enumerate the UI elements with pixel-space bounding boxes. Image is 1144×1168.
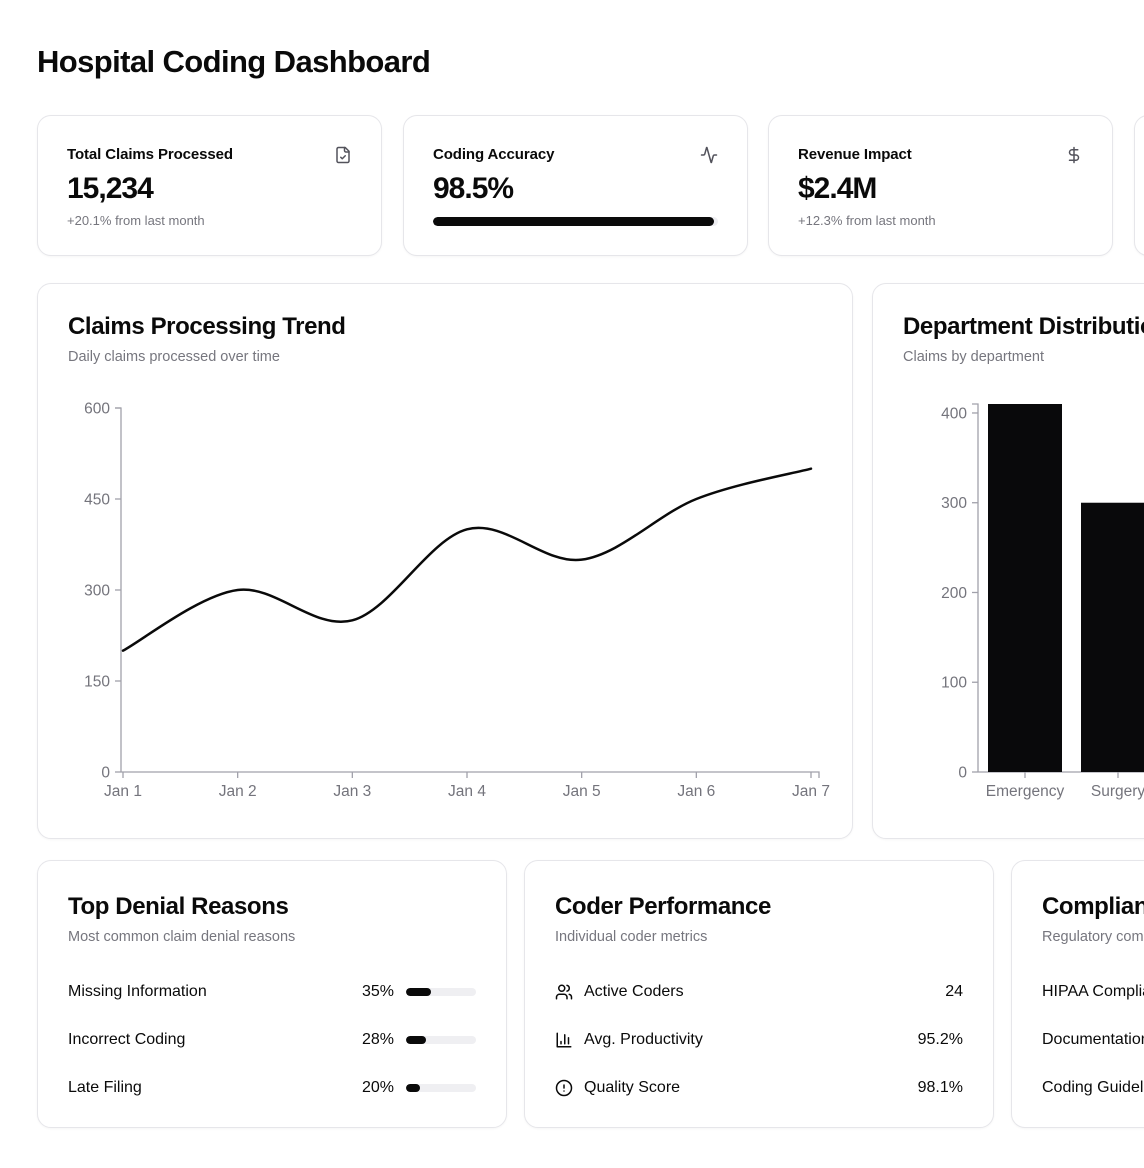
denial-row: Missing Information 35% (68, 982, 476, 1002)
coder-metric-label: Active Coders (584, 983, 684, 1001)
coder-row: Quality Score 98.1% (555, 1078, 963, 1098)
denial-progress-track (406, 1084, 476, 1093)
svg-text:300: 300 (941, 495, 967, 512)
svg-text:150: 150 (84, 674, 110, 691)
users-icon (555, 983, 573, 1001)
svg-text:Jan 7: Jan 7 (792, 783, 830, 800)
stat-label: Total Claims Processed (67, 146, 233, 163)
denial-progress-fill (406, 1084, 420, 1093)
file-check-icon (334, 146, 352, 164)
svg-text:Emergency: Emergency (986, 783, 1065, 800)
chart-subtitle: Daily claims processed over time (68, 349, 280, 366)
svg-text:600: 600 (84, 401, 110, 418)
compliance-row: HIPAA Compliance (1042, 982, 1144, 1002)
denial-progress-track (406, 988, 476, 997)
stat-label: Coding Accuracy (433, 146, 555, 163)
coder-rows: Active Coders 24 Avg. Productivity 95.2%… (555, 982, 963, 1098)
svg-text:Jan 4: Jan 4 (448, 783, 486, 800)
svg-text:Surgery: Surgery (1091, 783, 1144, 800)
stat-card-total-claims: Total Claims Processed 15,234 +20.1% fro… (37, 115, 382, 256)
stat-card-header: Total Claims Processed (67, 146, 352, 164)
claims-trend-card: Claims Processing Trend Daily claims pro… (37, 283, 853, 839)
alert-circle-icon (555, 1079, 573, 1097)
stat-value: 15,234 (67, 172, 154, 205)
stat-subtext: +20.1% from last month (67, 213, 205, 228)
stat-label: Revenue Impact (798, 146, 912, 163)
svg-text:0: 0 (101, 765, 110, 782)
denial-row: Late Filing 20% (68, 1078, 476, 1098)
accuracy-progress-track (433, 217, 718, 226)
coder-metric-value: 98.1% (917, 1079, 963, 1097)
accuracy-progress-fill (433, 217, 714, 226)
compliance-label: HIPAA Compliance (1042, 983, 1144, 1001)
chart-subtitle: Claims by department (903, 349, 1045, 366)
stat-card-coding-accuracy: Coding Accuracy 98.5% (403, 115, 748, 256)
compliance-rows: HIPAA Compliance Documentation Coding Gu… (1042, 982, 1144, 1098)
page-title: Hospital Coding Dashboard (37, 44, 431, 79)
panel-title: Compliance Status (1042, 893, 1144, 920)
dollar-icon (1065, 146, 1083, 164)
stat-value: 98.5% (433, 172, 514, 205)
denial-label: Incorrect Coding (68, 1031, 186, 1049)
claims-trend-line-chart: 0 150 300 450 600 Jan 1 Jan 2 Jan 3 Jan 4 Jan 5 Ja… (84, 401, 830, 801)
svg-text:Jan 5: Jan 5 (563, 783, 601, 800)
svg-text:200: 200 (941, 585, 967, 602)
svg-text:Jan 1: Jan 1 (104, 783, 142, 800)
denial-label: Late Filing (68, 1079, 142, 1097)
svg-text:0: 0 (958, 765, 967, 782)
chart-title: Department Distribution (903, 313, 1144, 340)
department-bar-chart: 0 100 200 300 400 Emergency Surgery (941, 403, 1144, 800)
stat-card-header: Revenue Impact (798, 146, 1083, 164)
denial-progress-fill (406, 988, 431, 997)
panel-subtitle: Regulatory compliance status (1042, 929, 1144, 946)
svg-text:Jan 6: Jan 6 (677, 783, 715, 800)
coder-row: Avg. Productivity 95.2% (555, 1030, 963, 1050)
coder-metric-label: Quality Score (584, 1079, 681, 1097)
denial-percent: 20% (361, 1079, 394, 1097)
compliance-label: Coding Guidelines (1042, 1079, 1144, 1097)
coder-metric-label: Avg. Productivity (584, 1031, 703, 1049)
coder-performance-card: Coder Performance Individual coder metri… (524, 860, 994, 1128)
denial-row: Incorrect Coding 28% (68, 1030, 476, 1050)
svg-text:450: 450 (84, 492, 110, 509)
stat-card-clipped (1134, 115, 1144, 256)
panel-title: Top Denial Reasons (68, 893, 289, 920)
panel-title: Coder Performance (555, 893, 771, 920)
department-distribution-card: Department Distribution Claims by depart… (872, 283, 1144, 839)
coder-metric-value: 24 (945, 983, 963, 1001)
svg-text:300: 300 (84, 583, 110, 600)
compliance-card: Compliance Status Regulatory compliance … (1011, 860, 1144, 1128)
compliance-label: Documentation (1042, 1031, 1144, 1049)
stat-card-revenue-impact: Revenue Impact $2.4M +12.3% from last mo… (768, 115, 1113, 256)
top-denial-reasons-card: Top Denial Reasons Most common claim den… (37, 860, 507, 1128)
denial-label: Missing Information (68, 983, 207, 1001)
coder-row: Active Coders 24 (555, 982, 963, 1002)
coder-metric-value: 95.2% (917, 1031, 963, 1049)
stat-value: $2.4M (798, 172, 877, 205)
compliance-row: Documentation (1042, 1030, 1144, 1050)
svg-text:400: 400 (941, 405, 967, 422)
chart-title: Claims Processing Trend (68, 313, 346, 340)
panel-subtitle: Most common claim denial reasons (68, 929, 296, 946)
stat-subtext: +12.3% from last month (798, 213, 936, 228)
svg-text:100: 100 (941, 675, 967, 692)
svg-text:Jan 3: Jan 3 (333, 783, 371, 800)
denial-percent: 35% (361, 983, 394, 1001)
denial-rows: Missing Information 35% Incorrect Coding… (68, 982, 476, 1098)
svg-text:Jan 2: Jan 2 (219, 783, 257, 800)
denial-progress-fill (406, 1036, 426, 1045)
panel-subtitle: Individual coder metrics (555, 929, 708, 946)
compliance-row: Coding Guidelines (1042, 1078, 1144, 1098)
denial-percent: 28% (361, 1031, 394, 1049)
denial-progress-track (406, 1036, 476, 1045)
activity-icon (700, 146, 718, 164)
chart-column-icon (555, 1031, 573, 1049)
stat-card-header: Coding Accuracy (433, 146, 718, 164)
